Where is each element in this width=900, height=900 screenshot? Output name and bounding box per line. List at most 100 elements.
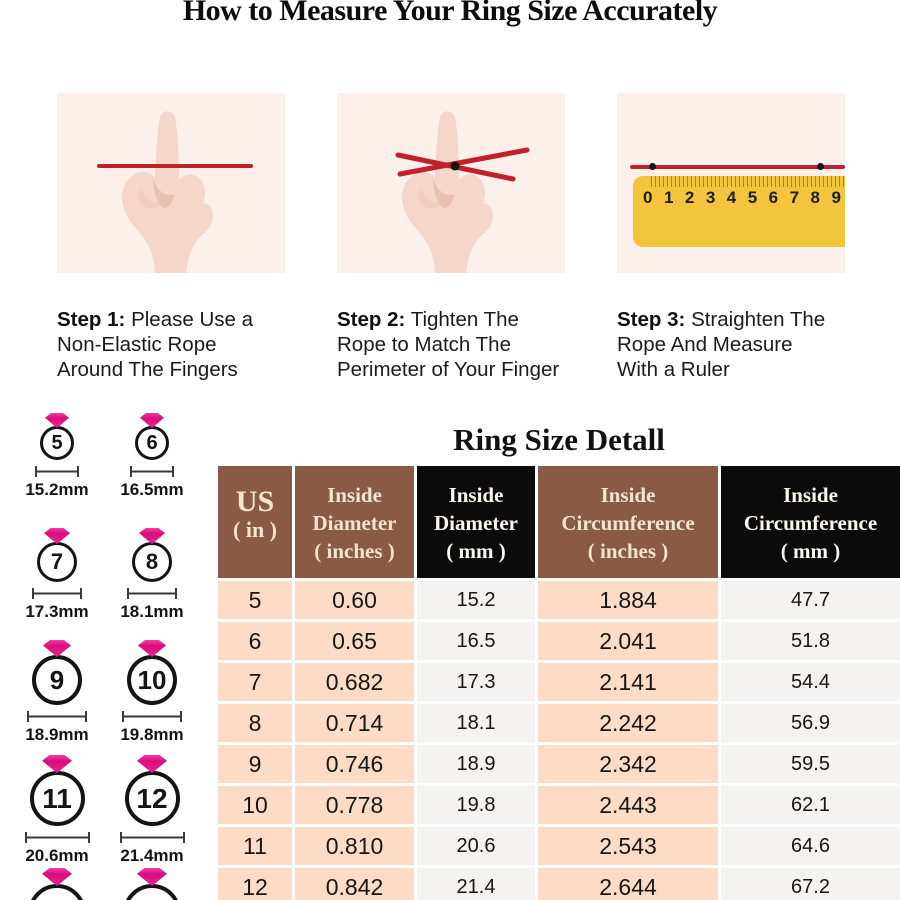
- hand-icon: [402, 111, 494, 273]
- table-cell: 0.810: [295, 827, 414, 865]
- table-header-4: Inside Circumference ( mm ): [721, 466, 900, 578]
- page-title: How to Measure Your Ring Size Accurately: [182, 0, 718, 27]
- step3-caption: Step 3: Straighten The Rope And Measure …: [617, 307, 873, 382]
- table-cell: 8: [218, 704, 292, 742]
- ring-size-item: 6 16.5mm: [92, 413, 212, 500]
- ruler-number: 9: [831, 188, 841, 207]
- table-header-3: Inside Circumference ( inches ): [538, 466, 718, 578]
- diamond-gem-icon: [139, 528, 165, 544]
- table-cell: 0.778: [295, 786, 414, 824]
- ring-diameter-label: 17.3mm: [25, 602, 89, 621]
- table-cell: 17.3: [417, 663, 535, 701]
- ring-diameter-label: 19.8mm: [120, 725, 184, 744]
- ruler-number: 6: [768, 188, 779, 207]
- table-cell: 54.4: [721, 663, 900, 701]
- table-cell: 2.342: [538, 745, 718, 783]
- ring-diameter-label: 18.1mm: [120, 602, 184, 621]
- diameter-bracket-icon: [127, 588, 177, 599]
- diamond-gem-icon: [137, 868, 167, 886]
- table-cell: 56.9: [721, 704, 900, 742]
- table-cell: 18.1: [417, 704, 535, 742]
- step1-illustration: [57, 93, 285, 273]
- step2-text: Tighten The Rope to Match The Perimeter …: [337, 307, 560, 381]
- ring-circle-icon: 5: [40, 426, 74, 460]
- diamond-gem-icon: [140, 413, 164, 428]
- rope-end-dot: [817, 163, 824, 170]
- ring-size-number: 11: [42, 782, 72, 814]
- table-cell: 0.842: [295, 868, 414, 900]
- step2-illustration: [337, 93, 565, 273]
- step2-caption: Step 2: Tighten The Rope to Match The Pe…: [337, 307, 593, 382]
- diameter-bracket-icon: [24, 832, 90, 843]
- hand-icon: [122, 111, 214, 273]
- table-cell: 67.2: [721, 868, 900, 900]
- diameter-bracket-icon: [35, 466, 79, 477]
- diameter-bracket-icon: [119, 832, 185, 843]
- diamond-gem-icon: [44, 528, 70, 544]
- table-cell: 2.041: [538, 622, 718, 660]
- ruler-number: 5: [747, 188, 758, 207]
- ring-diameter-label: 20.6mm: [25, 846, 89, 865]
- ring-size-item: 5 15.2mm: [0, 413, 117, 500]
- ring-size-item: [92, 868, 212, 900]
- ruler-number: 7: [789, 188, 800, 207]
- rope-line: [630, 165, 845, 169]
- ring-diameter-label: 16.5mm: [120, 480, 184, 499]
- table-header-1: Inside Diameter ( inches ): [295, 466, 414, 578]
- table-cell: 62.1: [721, 786, 900, 824]
- ruler-number: 0: [643, 188, 653, 207]
- ring-size-number: 10: [137, 664, 167, 695]
- diameter-bracket-icon: [122, 711, 182, 722]
- ring-circle-icon: 6: [135, 426, 169, 460]
- ruler-number: 1: [663, 188, 674, 207]
- diameter-bracket-icon: [27, 711, 87, 722]
- table-cell: 2.242: [538, 704, 718, 742]
- table-cell: 16.5: [417, 622, 535, 660]
- table-cell: 0.746: [295, 745, 414, 783]
- ring-size-number: 7: [50, 549, 64, 574]
- table-header-0: US ( in ): [218, 466, 292, 578]
- table-cell: 15.2: [417, 581, 535, 619]
- crossed-rope-icon: [395, 147, 530, 182]
- table-cell: 18.9: [417, 745, 535, 783]
- diamond-gem-icon: [43, 640, 71, 657]
- ring-size-table: US ( in ) Inside Diameter ( inches ) Insid…: [218, 466, 900, 900]
- step1-caption: Step 1: Please Use a Non-Elastic Rope Ar…: [57, 307, 313, 382]
- ring-circle-icon: 9: [32, 655, 82, 705]
- ring-size-item: 10 19.8mm: [92, 640, 212, 745]
- ruler-number: 2: [684, 188, 695, 207]
- table-cell: 11: [218, 827, 292, 865]
- table-cell: 1.884: [538, 581, 718, 619]
- ring-circle-icon: 10: [127, 655, 177, 705]
- table-cell: 12: [218, 868, 292, 900]
- table-cell: 10: [218, 786, 292, 824]
- diamond-gem-icon: [42, 868, 72, 886]
- diamond-gem-icon: [138, 640, 166, 657]
- ruler-number: 3: [705, 188, 716, 207]
- table-cell: 19.8: [417, 786, 535, 824]
- diameter-bracket-icon: [32, 588, 82, 599]
- table-cell: 51.8: [721, 622, 900, 660]
- ring-diameter-label: 18.9mm: [25, 725, 89, 744]
- ruler-tick-marks: [651, 176, 845, 187]
- ring-circle-icon: 11: [29, 771, 85, 826]
- table-cell: 0.65: [295, 622, 414, 660]
- ring-size-number: 5: [51, 431, 63, 454]
- diameter-bracket-icon: [130, 466, 174, 477]
- ring-size-item: 7 17.3mm: [0, 528, 117, 622]
- table-cell: 9: [218, 745, 292, 783]
- table-header-2: Inside Diameter ( mm ): [417, 466, 535, 578]
- table-cell: 2.443: [538, 786, 718, 824]
- diamond-gem-icon: [42, 755, 72, 773]
- ring-circle-icon: [28, 884, 86, 900]
- table-cell: 21.4: [417, 868, 535, 900]
- table-cell: 5: [218, 581, 292, 619]
- ring-size-item: 12 21.4mm: [92, 755, 212, 866]
- table-cell: 0.682: [295, 663, 414, 701]
- table-cell: 20.6: [417, 827, 535, 865]
- ring-circle-icon: 7: [37, 542, 77, 582]
- table-cell: 7: [218, 663, 292, 701]
